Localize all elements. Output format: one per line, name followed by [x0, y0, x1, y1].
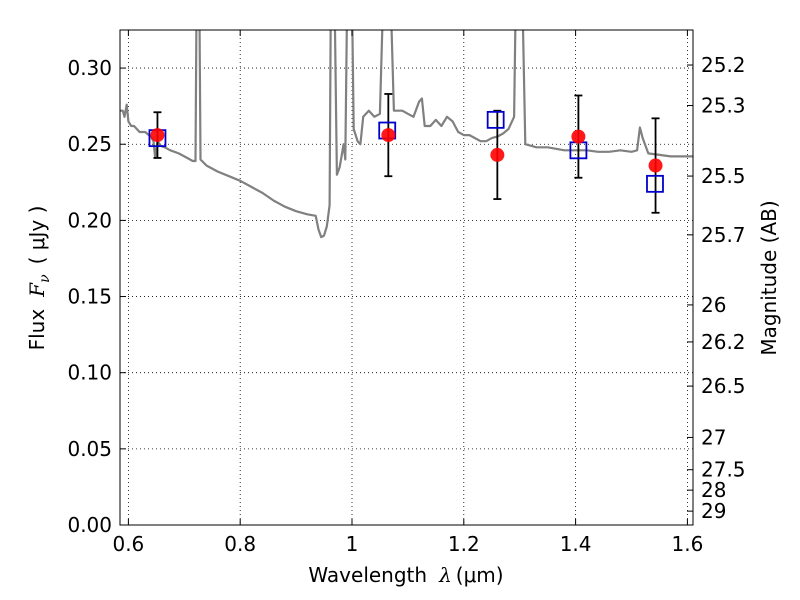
- x-axis-label: Wavelength λ (μm): [308, 563, 503, 587]
- y-tick-label: 0.00: [67, 513, 112, 537]
- plot-area: [120, 30, 693, 239]
- x-tick-label: 0.6: [112, 532, 144, 556]
- mag-tick-label: 25.5: [701, 164, 746, 188]
- mag-tick-label: 25.3: [701, 94, 746, 118]
- x-tick-label: 0.8: [224, 532, 256, 556]
- y-axis-label: FluxFν( μJy ): [25, 206, 53, 351]
- x-tick-label: 1.6: [672, 532, 704, 556]
- model-point-square: [486, 110, 505, 129]
- mag-tick-label: 26.2: [701, 330, 746, 354]
- observed-point: [381, 128, 396, 143]
- x-tick-label: 1.4: [560, 532, 592, 556]
- x-tick-label: 1.2: [448, 532, 480, 556]
- observed-point: [490, 147, 505, 162]
- observed-point: [648, 158, 663, 173]
- mag-tick-label: 26: [701, 293, 726, 317]
- y-tick-label: 0.30: [67, 56, 112, 80]
- y-tick-label: 0.25: [67, 132, 112, 156]
- observed-point: [150, 128, 165, 143]
- model-point-square: [646, 174, 664, 193]
- mag-tick-label: 26.5: [701, 374, 746, 398]
- y-tick-label: 0.05: [67, 437, 112, 461]
- mag-tick-label: 27: [701, 425, 726, 449]
- axis-ticks: 0.6 0.8 1 1.2 1.4 1.6 0.00 0.05 0.10 0.15 0.20 0.25…: [67, 30, 746, 556]
- grid-lines: [120, 30, 693, 526]
- model-spectrum-line: [120, 30, 693, 239]
- mag-tick-label: 25.7: [701, 223, 746, 247]
- plot-frame: [119, 29, 694, 526]
- mag-tick-label: 27.5: [701, 458, 746, 482]
- y-tick-label: 0.10: [67, 361, 112, 385]
- mag-tick-label: 29: [701, 499, 726, 523]
- mag-tick-label: 28: [701, 478, 726, 502]
- y-tick-label: 0.20: [67, 208, 112, 232]
- x-tick-label: 1: [346, 532, 359, 556]
- y2-axis-label: Magnitude (AB): [757, 200, 781, 355]
- y-tick-label: 0.15: [67, 285, 112, 309]
- observed-point: [571, 129, 586, 144]
- mag-tick-label: 25.2: [701, 53, 746, 77]
